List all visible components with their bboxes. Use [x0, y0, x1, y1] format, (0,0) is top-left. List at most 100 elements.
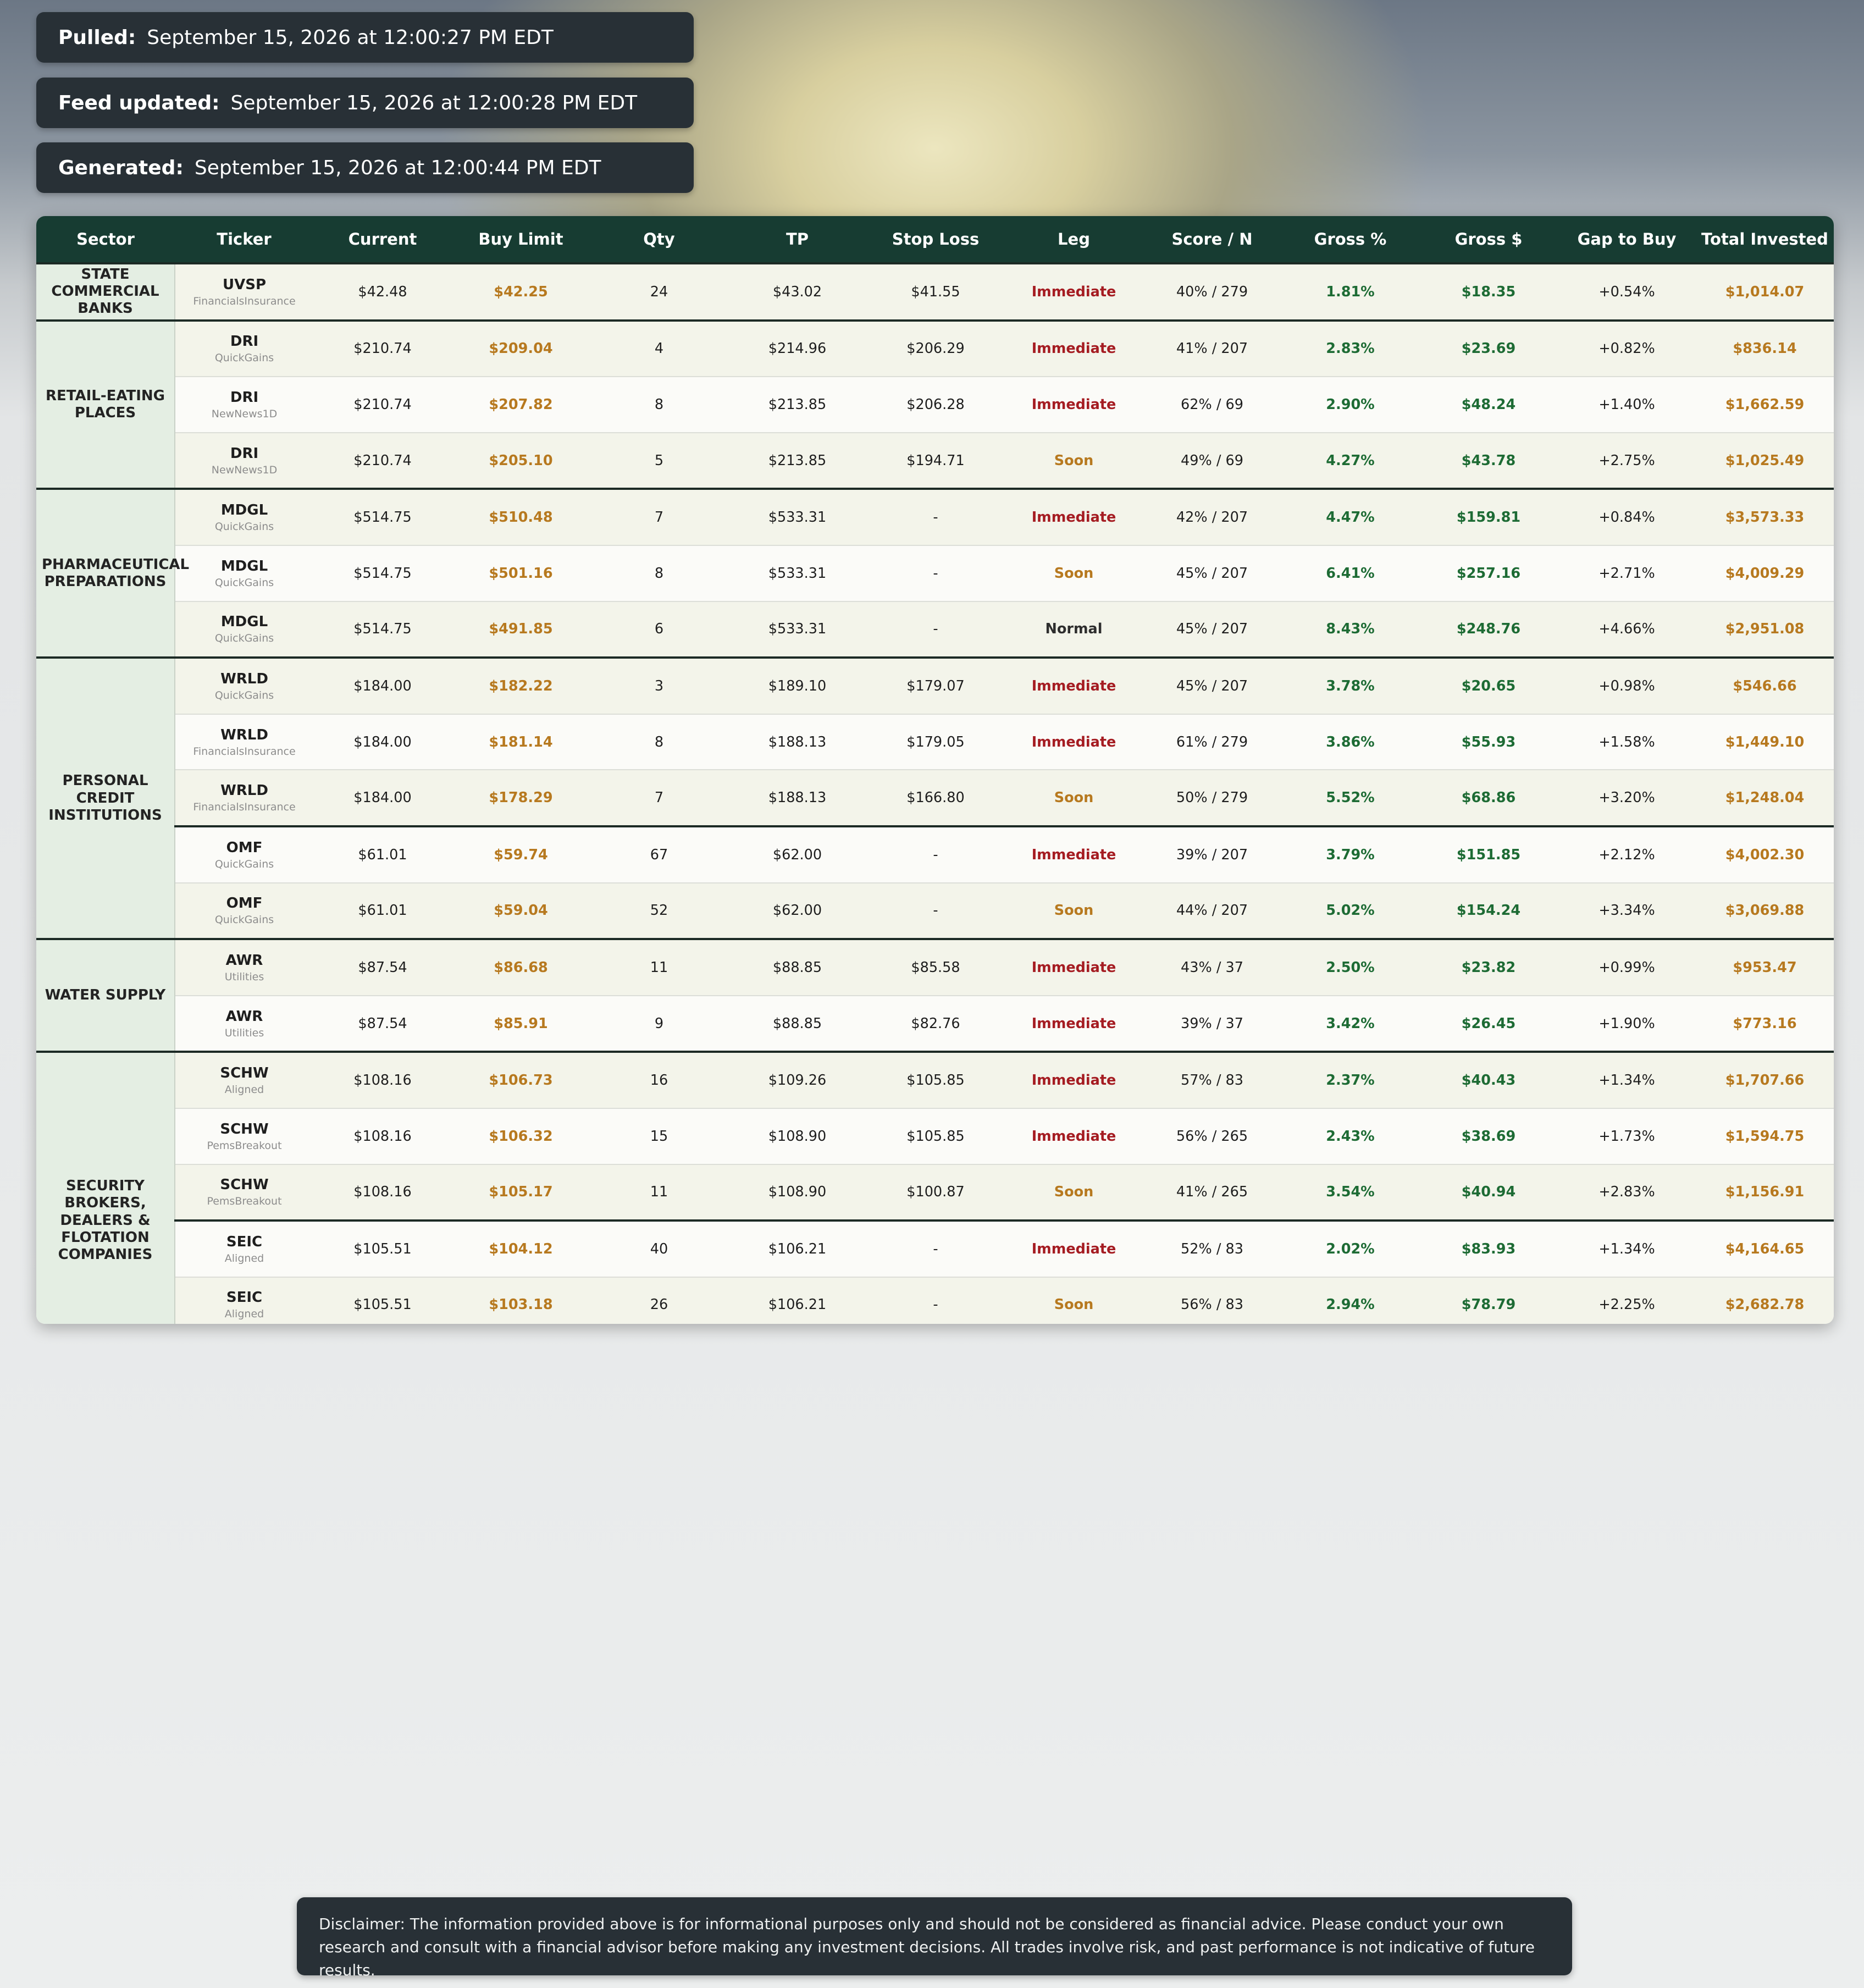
- gap-to-buy-cell: +2.25%: [1558, 1277, 1696, 1324]
- table-row: AWR Utilities $87.54 $85.91 9 $88.85 $82.76 Imm…: [36, 995, 1834, 1053]
- ticker-symbol: SEIC: [226, 1289, 263, 1306]
- gross-usd-cell: $43.78: [1419, 432, 1558, 490]
- score-cell: 57% / 83: [1143, 1051, 1281, 1109]
- table-row: RETAIL-EATING PLACES DRI QuickGains $210.74…: [36, 319, 1834, 490]
- gross-usd-cell: $154.24: [1419, 882, 1558, 940]
- stop-loss-cell: $105.85: [866, 1108, 1005, 1165]
- take-profit-cell: $106.21: [728, 1277, 866, 1324]
- generated-timestamp: Generated: September 15, 2026 at 12:00:4…: [36, 142, 694, 193]
- ticker-cell: DRI QuickGains: [175, 319, 313, 378]
- ticker-symbol: WRLD: [220, 670, 268, 687]
- table-row: WRLD FinancialsInsurance $184.00 $181.14 8 $1…: [36, 714, 1834, 771]
- table-row: OMF QuickGains $61.01 $59.04 52 $62.00- Soon 44…: [36, 882, 1834, 940]
- column-header-gap-to-buy: Gap to Buy: [1558, 216, 1696, 263]
- ticker-source: FinancialsInsurance: [193, 801, 296, 814]
- leg-cell: Immediate: [1005, 1108, 1143, 1165]
- gap-to-buy-cell: +3.34%: [1558, 882, 1696, 940]
- gap-to-buy-cell: +1.34%: [1558, 1051, 1696, 1109]
- buy-limit-cell: $181.14: [452, 714, 590, 771]
- table-row: WRLD FinancialsInsurance $184.00 $178.29 7 $1…: [36, 770, 1834, 827]
- total-invested-cell: $1,156.91: [1696, 1164, 1834, 1222]
- table-row: WATER SUPPLY AWR Utilities $87.54 $86.68 11 $8…: [36, 938, 1834, 1053]
- stop-loss-cell: $105.85: [866, 1051, 1005, 1109]
- table-row: PHARMACEUTICAL PREPARATIONS MDGL QuickGain…: [36, 488, 1834, 659]
- leg-cell: Immediate: [1005, 262, 1143, 321]
- current-price-cell: $42.48: [313, 262, 452, 321]
- stop-loss-cell: -: [866, 1277, 1005, 1324]
- current-price-cell: $105.51: [313, 1219, 452, 1278]
- buy-limit-cell: $182.22: [452, 656, 590, 715]
- current-price-cell: $184.00: [313, 770, 452, 827]
- table-row: MDGL QuickGains $514.75 $491.85 6 $533.31- Nor…: [36, 601, 1834, 659]
- generated-value: September 15, 2026 at 12:00:44 PM EDT: [194, 156, 601, 179]
- leg-cell: Immediate: [1005, 377, 1143, 433]
- current-price-cell: $87.54: [313, 995, 452, 1053]
- qty-cell: 3: [590, 656, 728, 715]
- leg-cell: Immediate: [1005, 825, 1143, 883]
- qty-cell: 8: [590, 545, 728, 602]
- buy-limit-cell: $501.16: [452, 545, 590, 602]
- gross-usd-cell: $68.86: [1419, 770, 1558, 827]
- qty-cell: 4: [590, 319, 728, 378]
- gross-pct-cell: 3.54%: [1281, 1164, 1419, 1222]
- table-row: DRI NewNews1D $210.74 $205.10 5 $213.85 $194.7…: [36, 432, 1834, 490]
- total-invested-cell: $2,951.08: [1696, 601, 1834, 659]
- ticker-source: PemsBreakout: [207, 1195, 282, 1208]
- column-header-current: Current: [313, 216, 452, 263]
- buy-limit-cell: $106.32: [452, 1108, 590, 1165]
- ticker-source: NewNews1D: [211, 407, 278, 420]
- qty-cell: 16: [590, 1051, 728, 1109]
- leg-cell: Soon: [1005, 882, 1143, 940]
- take-profit-cell: $62.00: [728, 882, 866, 940]
- ticker-cell: DRI NewNews1D: [175, 432, 313, 490]
- stop-loss-cell: -: [866, 601, 1005, 659]
- ticker-symbol: AWR: [225, 1008, 263, 1025]
- disclaimer: Disclaimer: The information provided abo…: [297, 1897, 1572, 1979]
- ticker-symbol: DRI: [230, 333, 259, 350]
- gross-pct-cell: 4.27%: [1281, 432, 1419, 490]
- current-price-cell: $184.00: [313, 714, 452, 771]
- take-profit-cell: $109.26: [728, 1051, 866, 1109]
- column-header-qty: Qty: [590, 216, 728, 263]
- gap-to-buy-cell: +2.83%: [1558, 1164, 1696, 1222]
- take-profit-cell: $533.31: [728, 488, 866, 546]
- ticker-symbol: WRLD: [220, 726, 268, 743]
- current-price-cell: $105.51: [313, 1277, 452, 1324]
- ticker-cell: DRI NewNews1D: [175, 377, 313, 433]
- total-invested-cell: $1,025.49: [1696, 432, 1834, 490]
- gross-pct-cell: 5.02%: [1281, 882, 1419, 940]
- stop-loss-cell: -: [866, 545, 1005, 602]
- ticker-source: QuickGains: [214, 858, 274, 870]
- score-cell: 42% / 207: [1143, 488, 1281, 546]
- ticker-symbol: OMF: [226, 895, 263, 912]
- current-price-cell: $210.74: [313, 319, 452, 378]
- take-profit-cell: $213.85: [728, 377, 866, 433]
- ticker-source: PemsBreakout: [207, 1139, 282, 1152]
- stop-loss-cell: $82.76: [866, 995, 1005, 1053]
- ticker-cell: SCHW PemsBreakout: [175, 1108, 313, 1165]
- leg-cell: Normal: [1005, 601, 1143, 659]
- score-cell: 45% / 207: [1143, 601, 1281, 659]
- gap-to-buy-cell: +1.34%: [1558, 1219, 1696, 1278]
- gross-pct-cell: 2.37%: [1281, 1051, 1419, 1109]
- gross-pct-cell: 3.86%: [1281, 714, 1419, 771]
- take-profit-cell: $188.13: [728, 770, 866, 827]
- ticker-symbol: SEIC: [226, 1233, 263, 1250]
- total-invested-cell: $1,707.66: [1696, 1051, 1834, 1109]
- column-header-gross: Gross %: [1281, 216, 1419, 263]
- leg-cell: Soon: [1005, 1277, 1143, 1324]
- buy-limit-cell: $491.85: [452, 601, 590, 659]
- total-invested-cell: $1,248.04: [1696, 770, 1834, 827]
- gross-usd-cell: $159.81: [1419, 488, 1558, 546]
- take-profit-cell: $188.13: [728, 714, 866, 771]
- gross-usd-cell: $40.43: [1419, 1051, 1558, 1109]
- leg-cell: Immediate: [1005, 656, 1143, 715]
- score-cell: 40% / 279: [1143, 262, 1281, 321]
- take-profit-cell: $108.90: [728, 1108, 866, 1165]
- sector-cell: STATE COMMERCIAL BANKS: [36, 262, 175, 321]
- gap-to-buy-cell: +1.90%: [1558, 995, 1696, 1053]
- gap-to-buy-cell: +0.82%: [1558, 319, 1696, 378]
- buy-limit-cell: $86.68: [452, 938, 590, 996]
- table-row: DRI NewNews1D $210.74 $207.82 8 $213.85 $206.2…: [36, 377, 1834, 433]
- leg-cell: Soon: [1005, 545, 1143, 602]
